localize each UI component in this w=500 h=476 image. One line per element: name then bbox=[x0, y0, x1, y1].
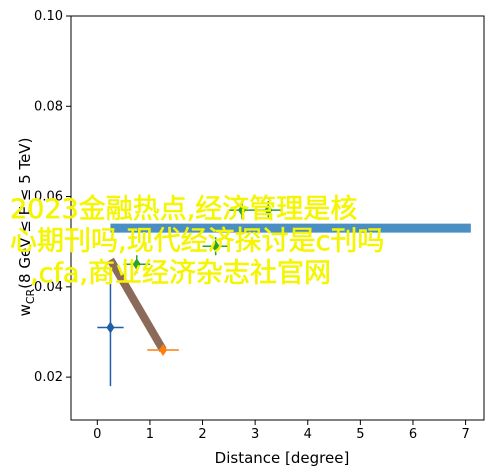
y-tick-label: 0.02 bbox=[34, 370, 63, 385]
x-tick-label: 5 bbox=[356, 427, 364, 442]
y-tick-label: 0.04 bbox=[34, 280, 63, 295]
watermark-text: 2023金融热点,经济管理是核 bbox=[10, 194, 357, 225]
y-tick-label: 0.06 bbox=[34, 190, 63, 205]
x-tick-label: 4 bbox=[304, 427, 312, 442]
x-tick-label: 2 bbox=[198, 427, 206, 442]
point bbox=[159, 344, 168, 357]
y-tick-label: 0.10 bbox=[34, 9, 63, 24]
point bbox=[237, 204, 246, 217]
trend-line bbox=[107, 257, 167, 353]
x-tick-label: 3 bbox=[251, 427, 259, 442]
y-axis-label: wCR(8 GeV ≤ E ≤ 5 TeV) bbox=[16, 138, 37, 317]
x-tick-label: 6 bbox=[409, 427, 417, 442]
x-axis-label: Distance [degree] bbox=[215, 449, 350, 467]
y-tick-label: 0.08 bbox=[34, 99, 63, 114]
point bbox=[106, 321, 115, 334]
x-tick-label: 1 bbox=[146, 427, 154, 442]
point bbox=[264, 204, 273, 217]
point bbox=[132, 258, 141, 271]
y-label-rest: (8 GeV ≤ E ≤ 5 TeV) bbox=[16, 138, 34, 289]
x-tick-label: 0 bbox=[93, 427, 101, 442]
point bbox=[211, 240, 220, 253]
plot-frame bbox=[70, 15, 485, 421]
y-label-sub: CR bbox=[24, 288, 37, 304]
watermark-text: 心期刊吗,现代经济探讨是c刊吗 bbox=[10, 226, 384, 257]
watermark-text: ,cfa,商业经济杂志社官网 bbox=[30, 258, 331, 289]
x-tick-label: 7 bbox=[461, 427, 469, 442]
y-label-main: w bbox=[16, 304, 34, 316]
